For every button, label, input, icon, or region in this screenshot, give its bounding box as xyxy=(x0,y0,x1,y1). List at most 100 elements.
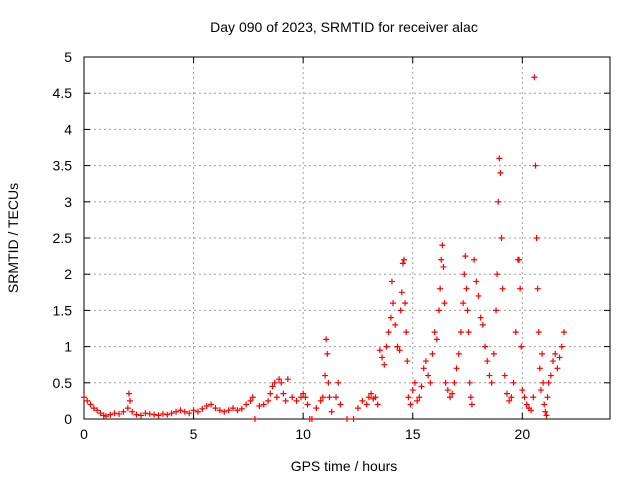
data-point xyxy=(394,343,401,350)
x-tick-label: 0 xyxy=(80,426,88,442)
data-point xyxy=(333,394,340,401)
data-point xyxy=(390,300,397,307)
data-point xyxy=(444,387,451,394)
data-point xyxy=(365,394,372,401)
data-point xyxy=(449,390,456,397)
data-point xyxy=(404,358,411,365)
data-point xyxy=(129,408,136,415)
y-tick-label: 2.5 xyxy=(53,230,73,246)
data-point xyxy=(518,343,525,350)
data-point xyxy=(471,256,478,263)
data-point xyxy=(532,162,539,169)
data-point xyxy=(379,354,386,361)
data-point xyxy=(482,343,489,350)
data-point xyxy=(133,411,140,418)
data-point xyxy=(441,300,448,307)
data-point xyxy=(409,387,416,394)
data-point xyxy=(558,343,565,350)
data-point xyxy=(247,397,254,404)
data-point xyxy=(422,358,429,365)
data-point xyxy=(438,256,445,263)
data-point xyxy=(431,329,438,336)
data-point xyxy=(354,405,361,412)
data-point xyxy=(317,397,324,404)
data-point xyxy=(464,307,471,314)
y-tick-label: 3.5 xyxy=(53,158,73,174)
grid xyxy=(84,57,610,419)
data-point xyxy=(396,347,403,354)
data-point xyxy=(194,408,201,415)
data-point xyxy=(319,394,326,401)
data-point xyxy=(308,416,315,422)
data-point xyxy=(479,321,486,328)
data-point xyxy=(494,271,501,278)
data-point xyxy=(102,413,109,420)
data-point xyxy=(403,329,410,336)
data-point xyxy=(528,407,535,414)
data-point xyxy=(534,285,541,292)
data-point xyxy=(368,390,375,397)
data-point xyxy=(372,394,379,401)
data-point xyxy=(322,372,329,379)
data-point xyxy=(111,410,118,417)
data-point xyxy=(517,285,524,292)
data-point xyxy=(447,394,454,401)
data-point xyxy=(533,235,540,241)
data-point xyxy=(437,285,444,292)
data-point xyxy=(212,405,219,412)
y-tick-label: 0 xyxy=(64,411,72,427)
x-tick-labels: 0 5 10 15 20 xyxy=(80,426,530,442)
data-point xyxy=(499,285,506,292)
data-point xyxy=(155,412,162,419)
data-point xyxy=(284,376,291,383)
data-point xyxy=(168,410,175,417)
data-point xyxy=(271,379,278,386)
y-tick-label: 0.5 xyxy=(53,375,73,391)
data-point xyxy=(173,408,180,415)
data-point xyxy=(267,390,274,397)
data-point xyxy=(120,408,127,415)
data-point xyxy=(260,401,267,408)
data-point xyxy=(475,292,482,299)
data-point xyxy=(363,401,370,408)
data-point xyxy=(300,390,307,397)
y-tick-label: 1.5 xyxy=(53,302,73,318)
data-point xyxy=(506,397,513,404)
data-point xyxy=(142,410,149,417)
data-point xyxy=(90,405,97,412)
data-point xyxy=(465,329,472,336)
data-point xyxy=(541,401,548,408)
data-point xyxy=(488,379,495,386)
data-point xyxy=(186,410,193,417)
data-point xyxy=(429,350,436,357)
data-point xyxy=(497,169,504,176)
data-point xyxy=(521,394,528,401)
x-tick-label: 20 xyxy=(515,426,531,442)
data-point xyxy=(293,397,300,404)
data-point xyxy=(545,379,552,386)
data-point xyxy=(302,394,309,401)
y-axis-label: SRMTID / TECUs xyxy=(5,183,21,293)
data-point xyxy=(512,329,519,336)
data-point xyxy=(554,365,561,372)
data-point xyxy=(462,253,469,260)
data-point xyxy=(304,401,311,408)
data-point xyxy=(249,394,256,401)
data-point xyxy=(243,401,250,408)
y-tick-labels: 0 0.5 1 1.5 2 2.5 3 3.5 4 4.5 5 xyxy=(53,49,73,427)
data-point xyxy=(326,394,333,401)
data-point xyxy=(405,394,412,401)
data-point xyxy=(221,408,228,415)
data-point xyxy=(543,412,550,419)
data-point xyxy=(289,394,296,401)
data-point xyxy=(455,350,462,357)
data-point xyxy=(460,300,467,307)
data-point xyxy=(463,285,470,292)
data-point xyxy=(510,379,517,386)
data-point xyxy=(381,361,388,368)
data-point xyxy=(125,390,132,397)
data-point xyxy=(127,397,134,404)
data-points xyxy=(81,74,567,422)
plot-frame xyxy=(83,56,611,420)
data-point xyxy=(151,411,158,418)
